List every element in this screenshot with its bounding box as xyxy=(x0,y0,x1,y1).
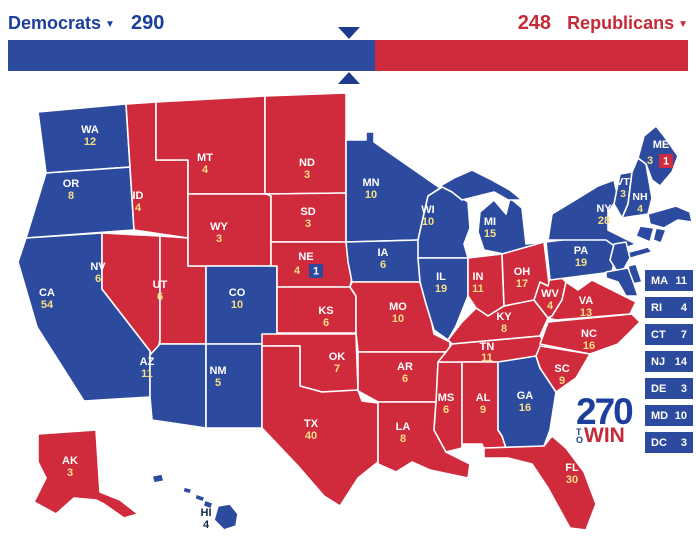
state-mi[interactable] xyxy=(439,169,545,255)
state-ks[interactable] xyxy=(276,286,357,334)
sidebar-abbr-dc: DC xyxy=(651,436,667,449)
sidebar-ev-ct: 7 xyxy=(680,328,687,341)
state-md[interactable] xyxy=(605,267,639,297)
republicans-total: 248 xyxy=(517,12,552,34)
sidebar-abbr-ct: CT xyxy=(651,328,666,341)
sidebar-state-ma[interactable]: MA 11 xyxy=(645,270,693,291)
state-hi[interactable] xyxy=(151,473,239,531)
state-nc[interactable] xyxy=(539,313,641,355)
state-ms[interactable] xyxy=(433,361,463,453)
district-box-ne[interactable] xyxy=(309,264,323,278)
sidebar-abbr-nj: NJ xyxy=(651,355,666,368)
logo-to-text: TO xyxy=(576,427,584,446)
dropdown-arrow-icon: ▼ xyxy=(105,19,115,30)
sidebar-state-ct[interactable]: CT 7 xyxy=(645,324,693,345)
logo-win-text: WIN xyxy=(584,423,625,447)
sidebar-state-md[interactable]: MD 10 xyxy=(645,405,693,426)
state-wa[interactable] xyxy=(37,103,131,174)
sidebar-ev-md: 10 xyxy=(674,409,687,422)
ev-bar-republicans xyxy=(374,40,688,71)
state-in[interactable] xyxy=(467,253,505,317)
sidebar-ev-nj: 14 xyxy=(674,355,687,368)
democrats-total: 290 xyxy=(130,12,165,34)
header: Democrats ▼ 290 248 Republicans ▼ xyxy=(8,12,688,35)
democrats-dropdown-label: Democrats xyxy=(8,13,102,33)
sidebar-state-de[interactable]: DE 3 xyxy=(645,378,693,399)
state-nm[interactable] xyxy=(205,343,263,429)
state-az[interactable] xyxy=(149,343,207,429)
state-ri[interactable] xyxy=(652,227,667,244)
state-nd[interactable] xyxy=(264,92,347,195)
sidebar-abbr-md: MD xyxy=(651,409,669,422)
sidebar-ev-ma: 11 xyxy=(675,274,687,287)
sidebar-abbr-ma: MA xyxy=(651,274,669,287)
sidebar-state-ri[interactable]: RI 4 xyxy=(645,297,693,318)
sidebar-ev-de: 3 xyxy=(680,382,687,395)
sidebar-abbr-de: DE xyxy=(651,382,667,395)
270towin-logo: 270 TO WIN xyxy=(576,391,634,447)
state-sd[interactable] xyxy=(265,192,347,243)
sidebar-state-nj[interactable]: NJ 14 xyxy=(645,351,693,372)
sidebar-abbr-ri: RI xyxy=(651,301,662,314)
state-wy[interactable] xyxy=(187,193,272,267)
state-co[interactable] xyxy=(205,265,278,345)
ev-bar-democrats xyxy=(8,40,375,71)
state-ar[interactable] xyxy=(357,351,447,403)
state-fl[interactable] xyxy=(483,435,597,531)
state-ev-hi: 4 xyxy=(203,519,210,531)
sidebar-state-dc[interactable]: DC 3 xyxy=(645,432,693,453)
dropdown-arrow-icon: ▼ xyxy=(678,19,688,30)
state-ma[interactable] xyxy=(647,205,693,229)
state-label-hi: HI4 xyxy=(201,507,212,531)
sidebar-ev-dc: 3 xyxy=(680,436,687,449)
state-sc[interactable] xyxy=(535,345,591,393)
majority-270-marker-top-icon xyxy=(338,27,361,39)
republicans-dropdown-label: Republicans xyxy=(567,13,675,33)
state-or[interactable] xyxy=(25,166,135,239)
sidebar-ev-ri: 4 xyxy=(680,301,687,314)
electoral-vote-bar xyxy=(8,27,688,84)
logo-270-text: 270 xyxy=(576,391,634,432)
state-ct[interactable] xyxy=(635,225,655,243)
majority-270-marker-bottom-icon xyxy=(338,72,361,84)
state-me[interactable] xyxy=(637,125,679,187)
state-ia[interactable] xyxy=(345,239,427,283)
state-ak[interactable] xyxy=(33,429,139,519)
democrats-dropdown[interactable]: Democrats ▼ xyxy=(8,13,115,34)
republicans-dropdown[interactable]: Republicans ▼ xyxy=(567,13,688,34)
district-box-me[interactable] xyxy=(659,154,673,168)
state-nj[interactable] xyxy=(609,241,631,277)
